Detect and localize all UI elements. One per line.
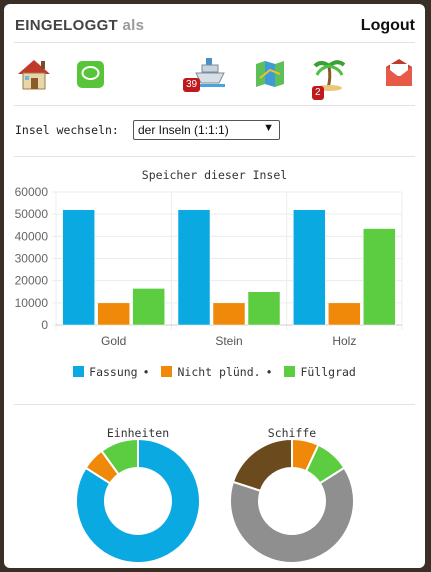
units-donut-chart — [75, 437, 201, 564]
bar-gold-0[interactable] — [62, 209, 95, 326]
units-chart-title: Einheiten — [106, 426, 170, 440]
x-tick-label: Stein — [215, 334, 242, 348]
bar-chart-title: Speicher dieser Insel — [141, 168, 288, 182]
donut-slice-3[interactable] — [231, 437, 293, 493]
header-divider — [14, 42, 415, 43]
map-icon[interactable] — [252, 56, 288, 92]
island-switch-label: Insel wechseln: — [15, 123, 119, 137]
logout-link[interactable]: Logout — [360, 17, 415, 34]
login-status-suffix: als — [122, 17, 145, 34]
ship-icon[interactable]: 39 — [183, 56, 228, 92]
bar-stein-2[interactable] — [247, 291, 281, 326]
island-badge: 2 — [312, 86, 324, 100]
ship-badge: 39 — [183, 78, 201, 92]
legend-divider — [14, 404, 415, 405]
y-tick-label: 20000 — [15, 274, 49, 288]
login-status: EINGELOGGT als — [15, 17, 144, 34]
toolbar-divider — [14, 105, 415, 106]
chat-icon[interactable] — [74, 56, 110, 92]
donut-slice-0[interactable] — [75, 437, 201, 564]
bar-gold-1[interactable] — [97, 302, 130, 326]
legend-swatch-nicht-pluend — [161, 366, 173, 377]
donut-slice-2[interactable] — [229, 466, 355, 564]
chevron-down-icon: ▼ — [263, 122, 274, 134]
y-tick-label: 10000 — [15, 296, 49, 310]
y-tick-label: 0 — [41, 318, 48, 332]
bar-stein-1[interactable] — [212, 302, 246, 326]
header: EINGELOGGT als Logout — [4, 4, 425, 44]
palm-island-icon[interactable]: 2 — [312, 56, 348, 100]
bar-chart-legend: Fassung • Nicht plünd. • Füllgrad — [4, 365, 425, 379]
legend-swatch-fuellgrad — [284, 366, 296, 377]
home-icon[interactable] — [16, 56, 52, 92]
switcher-divider — [14, 156, 415, 157]
x-tick-label: Holz — [332, 334, 356, 348]
legend-label-fassung: Fassung — [89, 365, 138, 379]
ships-chart-title: Schiffe — [267, 426, 317, 440]
bar-holz-1[interactable] — [328, 302, 361, 326]
island-select[interactable]: der Inseln (1:1:1) ▼ — [133, 120, 280, 140]
toolbar: 39 2 — [4, 52, 425, 104]
login-status-label: EINGELOGGT — [15, 17, 119, 34]
legend-swatch-fassung — [73, 366, 85, 377]
main-panel: EINGELOGGT als Logout — [4, 4, 425, 568]
bar-holz-2[interactable] — [363, 228, 396, 326]
y-tick-label: 50000 — [15, 207, 49, 221]
island-select-value: der Inseln (1:1:1) — [138, 123, 229, 137]
y-tick-label: 30000 — [15, 252, 49, 266]
bar-holz-0[interactable] — [293, 209, 326, 326]
y-tick-label: 60000 — [15, 185, 49, 199]
y-tick-label: 40000 — [15, 229, 49, 243]
legend-label-nicht-pluend: Nicht plünd. — [177, 365, 261, 379]
bar-gold-2[interactable] — [132, 288, 165, 326]
mail-icon[interactable] — [382, 56, 418, 92]
bar-stein-0[interactable] — [177, 209, 211, 326]
ships-donut-chart — [229, 437, 355, 564]
legend-label-fuellgrad: Füllgrad — [300, 365, 356, 379]
x-tick-label: Gold — [101, 334, 126, 348]
donut-slice-2[interactable] — [100, 437, 139, 476]
storage-bar-chart: 0 10000 20000 30000 40000 50000 60000 Gold Stein… — [15, 185, 403, 348]
